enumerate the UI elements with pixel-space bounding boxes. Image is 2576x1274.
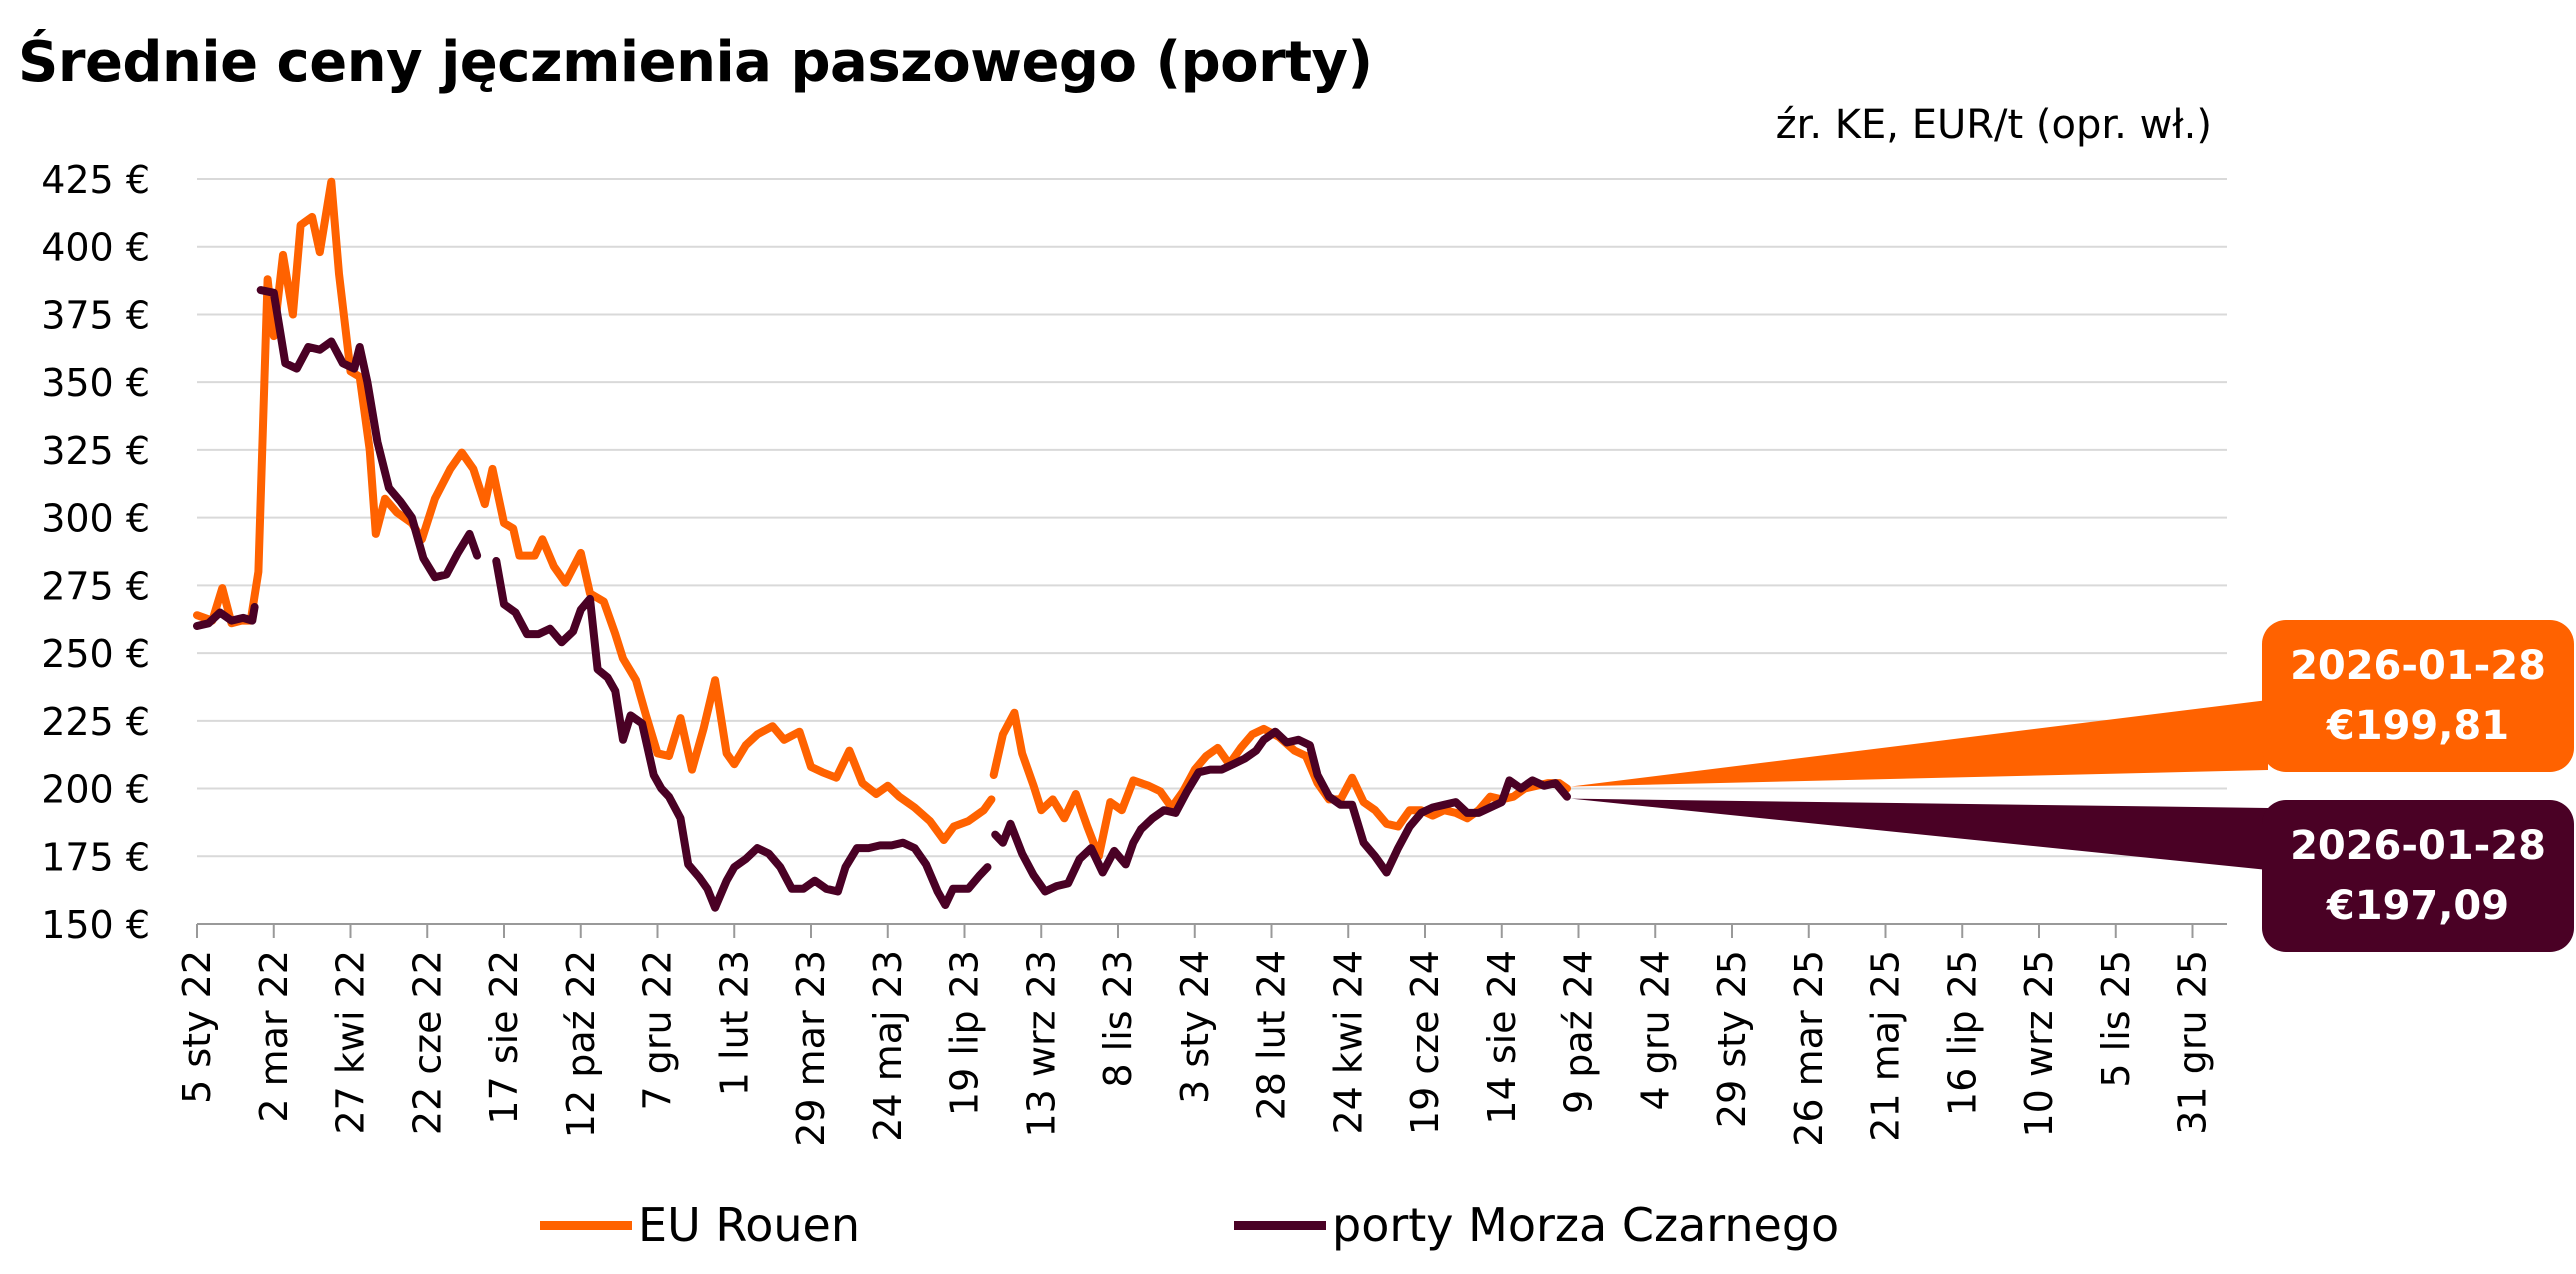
legend-item-eu-rouen: EU Rouen xyxy=(540,1198,860,1252)
legend-item-black-sea: porty Morza Czarnego xyxy=(1234,1198,1839,1252)
callout-pointer-eu-rouen xyxy=(1570,700,2268,787)
x-tick-label: 8 lis 23 xyxy=(1096,950,1140,1088)
x-tick-label: 24 kwi 24 xyxy=(1326,950,1370,1135)
x-tick-label: 22 cze 22 xyxy=(405,950,449,1135)
legend-label-black-sea: porty Morza Czarnego xyxy=(1332,1198,1840,1252)
y-tick-label: 375 € xyxy=(41,293,150,337)
grid-layer xyxy=(197,178,2227,925)
x-tick-label: 29 mar 23 xyxy=(789,950,833,1147)
series-line-eu-rouen xyxy=(193,177,1571,861)
legend-label-eu-rouen: EU Rouen xyxy=(638,1198,861,1252)
series-layer xyxy=(193,177,1571,912)
x-tick-label: 24 maj 23 xyxy=(866,950,910,1142)
x-tick-label: 28 lut 24 xyxy=(1250,950,1294,1120)
x-tick-label: 10 wrz 25 xyxy=(2017,950,2061,1138)
legend-swatch-black-sea xyxy=(1234,1220,1326,1230)
y-tick-label: 200 € xyxy=(41,768,150,812)
callout-connectors xyxy=(1570,700,2268,870)
y-tick-label: 250 € xyxy=(41,632,150,676)
x-tick-label: 12 paź 22 xyxy=(559,950,603,1138)
x-tick-label: 7 gru 22 xyxy=(636,950,680,1111)
x-tick-label: 4 gru 24 xyxy=(1633,950,1677,1111)
x-tick-label: 13 wrz 23 xyxy=(1019,950,1063,1138)
x-tick-label: 14 sie 24 xyxy=(1480,950,1524,1125)
callout-bs-value: €197,09 xyxy=(2326,883,2510,929)
x-tick-label: 5 sty 22 xyxy=(175,950,219,1104)
callout-black-sea: 2026-01-28 €197,09 xyxy=(2262,800,2574,952)
x-tick-label: 19 lip 23 xyxy=(943,950,987,1116)
x-tick-label: 1 lut 23 xyxy=(712,950,756,1096)
x-tick-label: 26 mar 25 xyxy=(1787,950,1831,1147)
source-note: źr. KE, EUR/t (opr. wł.) xyxy=(1775,102,2212,148)
callout-pointer-black-sea xyxy=(1570,798,2268,870)
y-tick-label: 175 € xyxy=(41,835,150,879)
y-tick-label: 325 € xyxy=(41,429,150,473)
chart-title: Średnie ceny jęczmienia paszowego (porty… xyxy=(18,30,1373,95)
x-tick-label: 27 kwi 22 xyxy=(329,950,373,1135)
y-tick-label: 425 € xyxy=(41,158,150,202)
callout-eu-value: €199,81 xyxy=(2326,703,2510,749)
callout-eu-date: 2026-01-28 xyxy=(2290,643,2546,689)
y-tick-label: 400 € xyxy=(41,226,150,270)
x-axis-ticks: 5 sty 22 2 mar 22 27 kwi 22 22 cze 22 17 sie… xyxy=(175,924,2215,1147)
x-tick-label: 3 sty 24 xyxy=(1173,950,1217,1104)
x-tick-label: 19 cze 24 xyxy=(1403,950,1447,1135)
x-tick-label: 31 gru 25 xyxy=(2171,950,2215,1135)
y-tick-label: 300 € xyxy=(41,497,150,541)
callout-eu-rouen: 2026-01-28 €199,81 xyxy=(2262,620,2574,772)
legend-swatch-eu-rouen xyxy=(540,1220,632,1230)
y-tick-label: 275 € xyxy=(41,564,150,608)
y-axis-ticks: 425 € 400 € 375 € 350 € 325 € 300 € 275 € 250 €… xyxy=(41,158,150,947)
y-tick-label: 350 € xyxy=(41,361,150,405)
series-line-black-sea xyxy=(193,286,1571,912)
x-tick-label: 16 lip 25 xyxy=(1940,950,1984,1116)
y-tick-label: 225 € xyxy=(41,700,150,744)
x-tick-label: 2 mar 22 xyxy=(252,950,296,1123)
x-tick-label: 9 paź 24 xyxy=(1557,950,1601,1114)
x-tick-label: 29 sty 25 xyxy=(1710,950,1754,1128)
callout-bs-date: 2026-01-28 xyxy=(2290,823,2546,869)
x-tick-label: 21 maj 25 xyxy=(1864,950,1908,1142)
y-tick-label: 150 € xyxy=(41,903,150,947)
x-tick-label: 17 sie 22 xyxy=(482,950,526,1125)
x-tick-label: 5 lis 25 xyxy=(2094,950,2138,1088)
